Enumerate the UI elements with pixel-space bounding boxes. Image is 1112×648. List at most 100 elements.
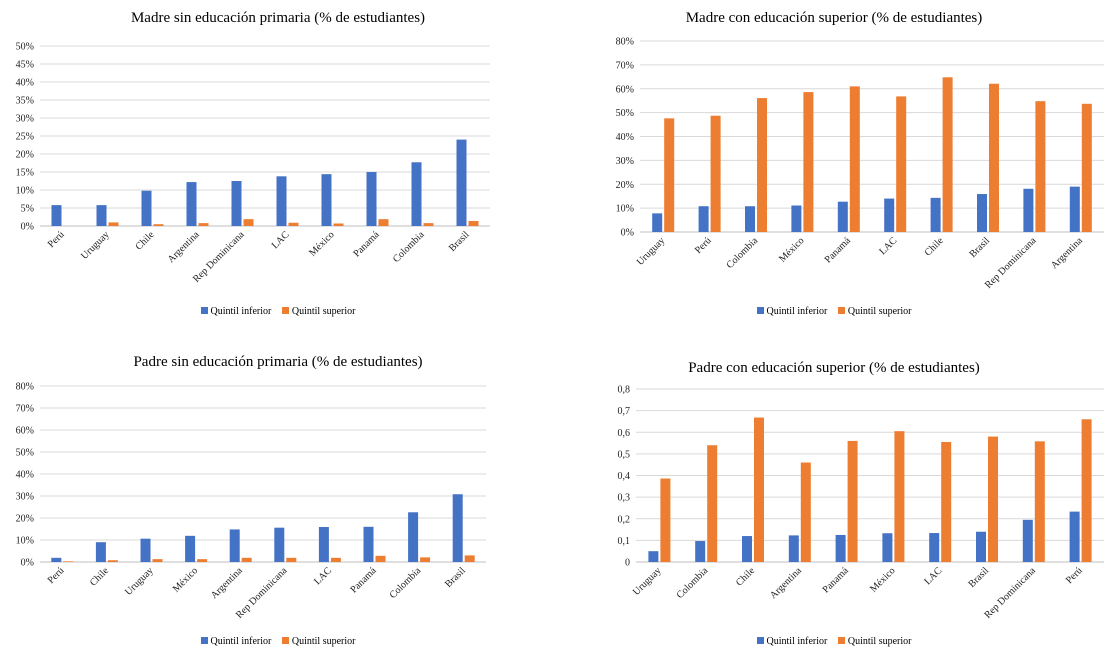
legend-item-quintil-superior: Quintil superior (837, 306, 911, 317)
x-category-label: Colombia (675, 565, 711, 601)
legend-item-quintil-inferior: Quintil inferior (756, 306, 828, 317)
bar-quintil-inferior (140, 538, 151, 562)
chart-padre-sin-primaria: Padre sin educación primaria (% de estud… (0, 340, 556, 648)
legend-item-quintil-superior: Quintil superior (281, 306, 356, 317)
bar-quintil-inferior (695, 541, 706, 562)
y-tick-label: 30% (16, 492, 34, 503)
y-tick-label: 25% (16, 132, 34, 143)
bar-quintil-superior (847, 440, 858, 562)
bar-quintil-inferior (835, 534, 846, 562)
bar-quintil-inferior (1069, 511, 1080, 562)
bar-quintil-superior (198, 223, 209, 226)
chart-legend: Quintil inferior Quintil superior (556, 306, 1112, 317)
bar-quintil-superior (378, 219, 389, 226)
bar-quintil-inferior (51, 557, 62, 562)
legend-item-quintil-inferior: Quintil inferior (200, 636, 272, 647)
x-category-label: México (777, 235, 806, 264)
bar-quintil-superior (464, 555, 475, 562)
bar-quintil-inferior (929, 533, 940, 562)
y-tick-label: 60% (16, 426, 34, 437)
x-category-label: México (171, 565, 200, 594)
x-category-label: Brasil (966, 565, 991, 590)
y-tick-label: 40% (16, 470, 34, 481)
y-tick-label: 45% (16, 60, 34, 71)
legend-swatch-superior (281, 637, 289, 644)
chart-title: Padre con educación superior (% de estud… (688, 360, 980, 376)
x-category-label: Panamá (348, 565, 379, 596)
bar-quintil-inferior (788, 535, 799, 562)
bar-quintil-inferior (1022, 519, 1033, 562)
bar-quintil-inferior (648, 551, 659, 562)
y-tick-label: 70% (16, 404, 34, 415)
legend-item-quintil-superior: Quintil superior (281, 636, 355, 647)
chart-plot: 0% 5% 10% 15% 20% 25% 30% 35% 40% 45% 50% Perú Urugu… (16, 42, 490, 285)
x-category-label: Chile (923, 235, 946, 258)
y-tick-label: 40% (616, 132, 634, 143)
legend-label: Quintil inferior (766, 306, 828, 317)
bar-quintil-superior (241, 557, 252, 562)
bar-quintil-superior (894, 431, 905, 562)
x-category-label: México (307, 229, 336, 258)
bar-quintil-inferior (274, 527, 285, 562)
x-category-label: LAC (922, 565, 944, 587)
bar-quintil-superior (423, 223, 434, 226)
bar-quintil-inferior (977, 194, 987, 232)
x-category-label: Panamá (821, 565, 852, 596)
bar-quintil-superior (754, 417, 764, 562)
bar-quintil-inferior (411, 162, 422, 226)
bar-quintil-superior (800, 462, 811, 562)
bar-quintil-superior (942, 77, 953, 232)
y-tick-label: 0,8 (618, 385, 631, 396)
bar-quintil-superior (420, 557, 431, 562)
bar-quintil-inferior (231, 181, 242, 226)
legend-swatch-superior (837, 637, 845, 644)
legend-swatch-inferior (200, 307, 208, 314)
bar-quintil-superior (1034, 441, 1045, 562)
bar-quintil-inferior (791, 205, 802, 232)
bar-quintil-inferior (408, 512, 419, 562)
bar-quintil-superior (108, 222, 119, 226)
y-tick-label: 20% (16, 150, 34, 161)
chart-legend: Quintil inferior Quintil superior (0, 636, 556, 647)
bar-quintil-inferior (186, 182, 197, 226)
x-category-label: Colombia (724, 235, 760, 271)
bar-quintil-superior (989, 83, 999, 232)
y-tick-label: 50% (16, 42, 34, 53)
x-category-label: Perú (46, 565, 67, 586)
chart-padre-con-superior: Padre con educación superior (% de estud… (556, 340, 1112, 648)
x-category-label: Chile (734, 565, 757, 588)
bar-quintil-inferior (456, 139, 467, 226)
chart-legend: Quintil inferior Quintil superior (0, 306, 556, 317)
y-tick-label: 15% (16, 168, 34, 179)
x-category-label: Argentina (1049, 235, 1085, 271)
x-category-label: Panamá (823, 235, 854, 266)
x-category-label: Perú (693, 235, 714, 256)
x-category-label: Brasil (443, 565, 468, 590)
legend-label: Quintil inferior (210, 636, 272, 647)
bar-quintil-inferior (1023, 188, 1034, 232)
y-tick-label: 50% (616, 108, 634, 119)
bar-quintil-superior (803, 92, 814, 232)
bar-quintil-inferior (96, 205, 107, 226)
y-tick-label: 20% (616, 180, 634, 191)
y-tick-label: 0,4 (618, 471, 631, 482)
bar-quintil-inferior (141, 190, 152, 226)
bar-quintil-superior (288, 222, 299, 226)
y-tick-label: 70% (616, 60, 634, 71)
x-category-label: Brasil (967, 235, 992, 260)
bar-quintil-superior (153, 224, 164, 226)
bar-quintil-inferior (884, 198, 895, 232)
x-category-label: Chile (134, 229, 157, 252)
bar-quintil-inferior (882, 533, 893, 562)
y-tick-label: 30% (616, 156, 634, 167)
legend-label: Quintil superior (291, 306, 356, 317)
chart-plot: 0 0,1 0,2 0,3 0,4 0,5 0,6 0,7 0,8 Uruguay Colombia… (618, 385, 1104, 621)
bar-quintil-inferior (1069, 186, 1080, 232)
x-category-label: LAC (312, 565, 334, 587)
x-category-label: Perú (1064, 565, 1085, 586)
bar-quintil-superior (710, 115, 721, 232)
bar-quintil-superior (286, 557, 297, 562)
bar-quintil-superior (707, 445, 718, 562)
y-tick-label: 35% (16, 96, 34, 107)
legend-swatch-inferior (756, 637, 764, 644)
